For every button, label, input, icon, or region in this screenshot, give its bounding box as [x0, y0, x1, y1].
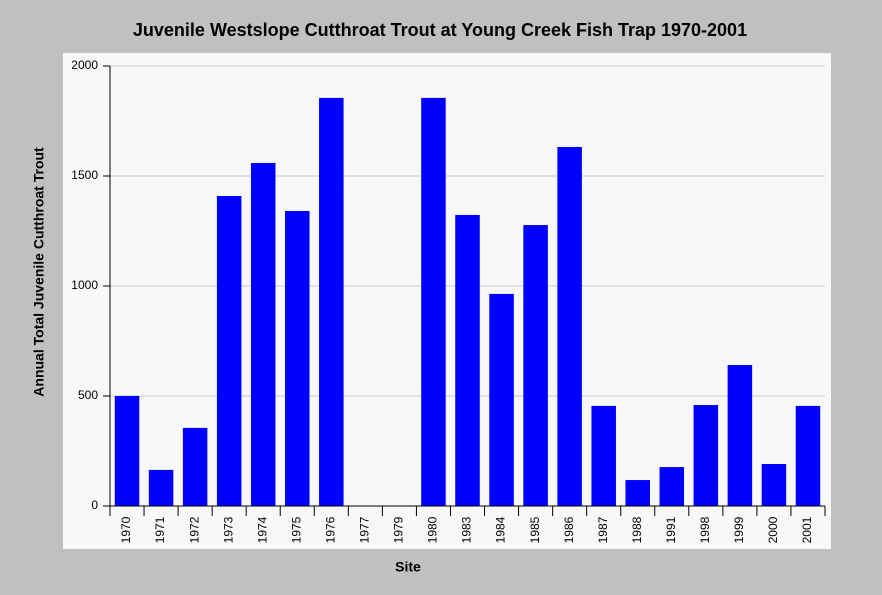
- bar: [727, 364, 753, 506]
- x-tick-label: 1983: [460, 516, 474, 543]
- bar: [250, 163, 276, 506]
- bar: [455, 214, 480, 506]
- bar: [795, 405, 821, 506]
- y-tick-label: 2000: [71, 58, 98, 72]
- x-tick-label: 1988: [630, 516, 644, 543]
- chart-title: Juvenile Westslope Cutthroat Trout at Yo…: [133, 20, 747, 40]
- x-tick-label: 1974: [255, 516, 269, 543]
- bar: [182, 427, 208, 506]
- bar: [761, 463, 787, 506]
- x-tick-label: 1970: [119, 516, 133, 543]
- x-tick-label: 1998: [698, 516, 712, 543]
- bar: [557, 146, 582, 506]
- bar: [659, 467, 685, 506]
- x-tick-label: 1975: [289, 516, 303, 543]
- x-tick-label: 1980: [426, 516, 440, 543]
- x-tick-label: 1985: [528, 516, 542, 543]
- x-tick-label: 1991: [664, 516, 678, 543]
- x-tick-label: 1971: [153, 516, 167, 543]
- bar: [693, 405, 719, 506]
- bar: [489, 293, 514, 506]
- bar: [216, 196, 242, 506]
- bar: [421, 97, 446, 507]
- x-tick-label: 2001: [800, 516, 814, 543]
- y-tick-label: 0: [91, 498, 98, 512]
- x-tick-label: 1987: [596, 516, 610, 543]
- bar: [148, 469, 174, 506]
- bar: [114, 396, 140, 506]
- bar: [285, 210, 310, 507]
- y-tick-label: 1000: [71, 278, 98, 292]
- bar: [625, 480, 650, 506]
- bar: [319, 97, 344, 507]
- x-tick-label: 1972: [187, 516, 201, 543]
- x-tick-label: 1973: [221, 516, 235, 543]
- y-axis-label: Annual Total Juvenile Cutthroat Trout: [31, 147, 47, 397]
- x-tick-label: 2000: [766, 516, 780, 543]
- x-tick-label: 1986: [562, 516, 576, 543]
- y-tick-label: 1500: [71, 168, 98, 182]
- y-tick-label: 500: [78, 388, 98, 402]
- x-tick-label: 1976: [323, 516, 337, 543]
- x-tick-label: 1979: [392, 516, 406, 543]
- x-tick-label: 1984: [494, 516, 508, 543]
- x-tick-label: 1999: [732, 516, 746, 543]
- x-tick-label: 1977: [358, 516, 372, 543]
- x-axis-label: Site: [395, 559, 421, 575]
- bar: [523, 225, 548, 506]
- bar: [591, 405, 616, 506]
